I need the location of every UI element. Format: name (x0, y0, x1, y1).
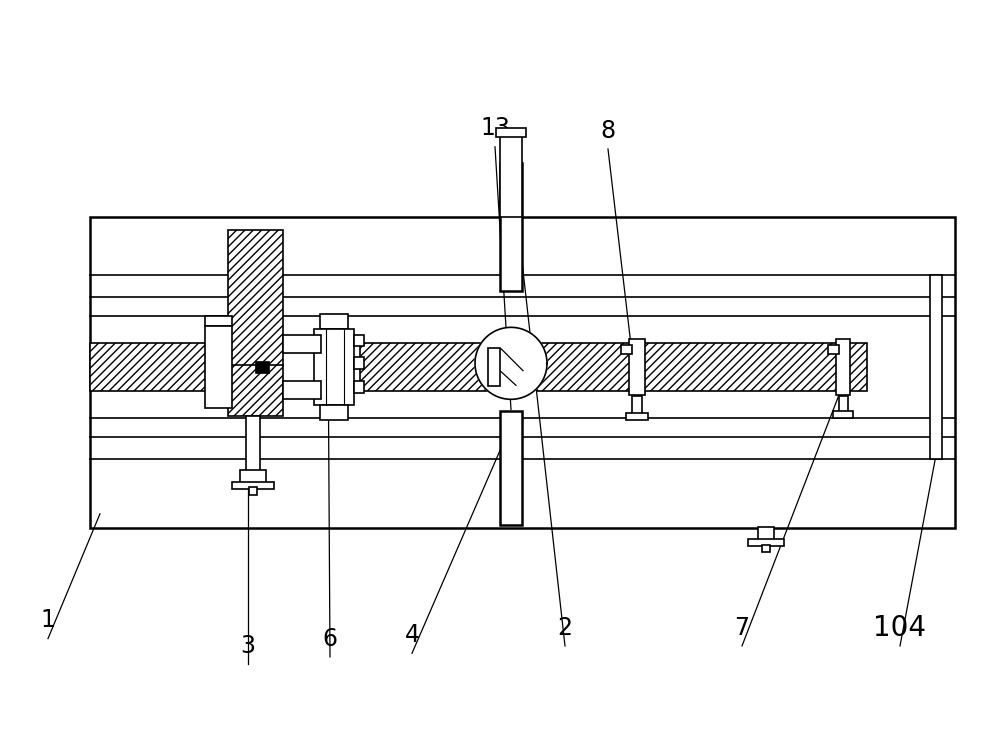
Bar (500, 411, 522, 525)
Bar (762, 545, 770, 552)
Text: 13: 13 (480, 117, 510, 140)
Bar (833, 411, 853, 418)
Bar (828, 345, 839, 354)
Bar (632, 396, 642, 415)
Bar (320, 314, 348, 329)
Bar (228, 230, 283, 366)
Text: 104: 104 (874, 614, 926, 642)
Bar (836, 339, 850, 395)
Text: 3: 3 (240, 634, 256, 658)
Bar (228, 365, 283, 416)
Bar (354, 357, 364, 369)
Bar (320, 405, 348, 420)
Bar (537, 343, 867, 391)
Bar (314, 329, 354, 405)
Bar (255, 361, 269, 373)
Text: 7: 7 (734, 616, 750, 639)
Bar (500, 136, 522, 217)
Bar (488, 348, 500, 386)
Bar (839, 396, 848, 413)
Bar (496, 128, 526, 137)
Bar (354, 335, 364, 346)
Bar (748, 539, 784, 546)
Bar (90, 343, 235, 391)
Bar (930, 275, 942, 459)
Bar (360, 343, 505, 391)
Polygon shape (475, 327, 547, 399)
Text: 6: 6 (322, 627, 338, 650)
Bar (205, 316, 232, 326)
Bar (283, 335, 321, 353)
Bar (758, 527, 774, 540)
Bar (232, 482, 274, 489)
Bar (629, 339, 645, 395)
Bar (249, 487, 257, 495)
Text: 1: 1 (41, 608, 55, 632)
Text: 8: 8 (600, 119, 616, 142)
Bar (621, 345, 632, 354)
Bar (90, 217, 955, 528)
Text: 4: 4 (404, 623, 420, 647)
Bar (246, 416, 260, 471)
Bar (283, 381, 321, 399)
Bar (500, 163, 522, 291)
Bar (626, 413, 648, 420)
Text: 2: 2 (558, 616, 572, 639)
Bar (240, 470, 266, 483)
Bar (354, 381, 364, 393)
Bar (205, 326, 232, 408)
